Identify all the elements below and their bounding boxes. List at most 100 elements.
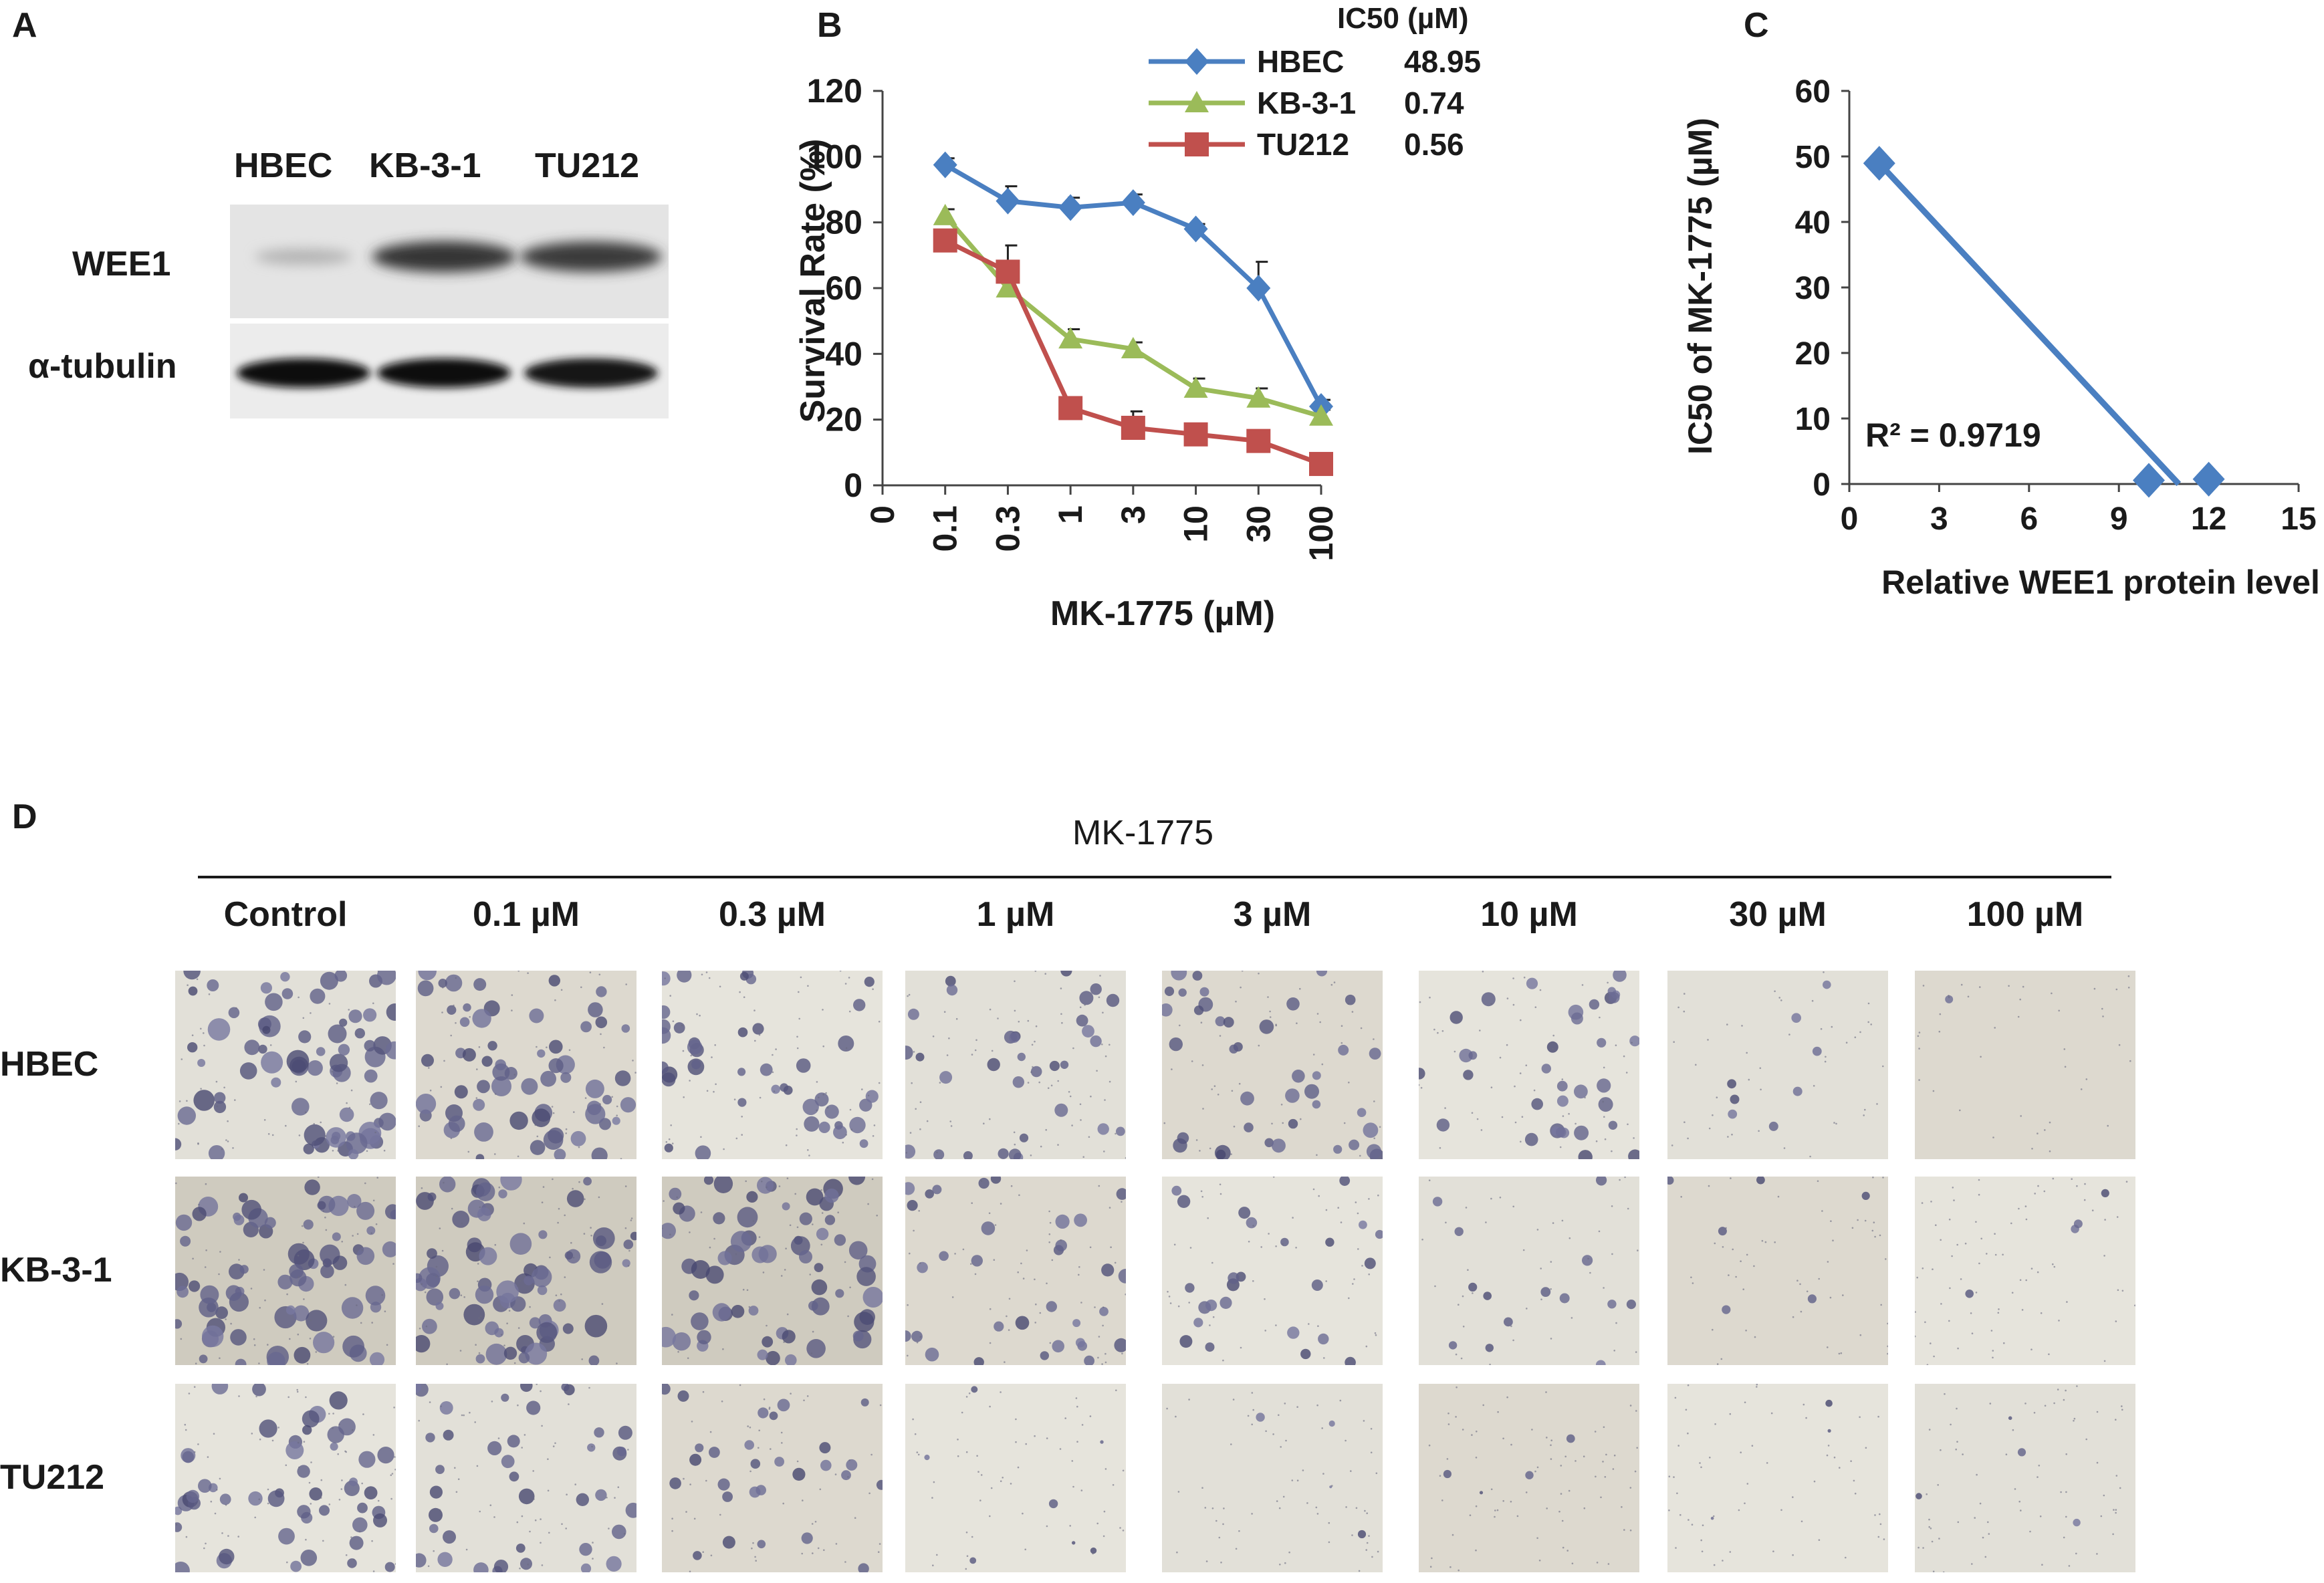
colony	[532, 1108, 551, 1128]
condition-label: 0.1 µM	[472, 895, 580, 934]
data-point-kb-3-1	[1309, 404, 1333, 426]
speck	[1692, 1282, 1694, 1284]
colony	[417, 980, 434, 997]
speck	[225, 1504, 227, 1506]
colony	[876, 1479, 883, 1490]
speck	[207, 1456, 209, 1458]
speck	[1879, 1234, 1881, 1237]
speck	[2020, 1115, 2022, 1117]
speck	[989, 1515, 991, 1517]
speck	[1282, 1243, 1284, 1245]
colony	[1730, 1094, 1740, 1104]
speck	[1475, 1505, 1478, 1507]
scatter-point	[1863, 146, 1895, 181]
colony	[1607, 1300, 1617, 1309]
colony	[474, 1122, 493, 1142]
speck	[225, 1139, 227, 1141]
colony	[814, 1263, 824, 1272]
speck	[663, 1200, 665, 1202]
colony	[1118, 1269, 1126, 1284]
speck	[1948, 1218, 1951, 1221]
speck	[599, 1103, 601, 1105]
colony	[215, 1306, 228, 1320]
speck	[1872, 1177, 1874, 1179]
speck	[1038, 1081, 1040, 1084]
speck	[1015, 1418, 1017, 1421]
speck	[478, 1352, 481, 1354]
speck	[1072, 1047, 1074, 1050]
speck	[375, 1223, 378, 1225]
speck	[1348, 1082, 1350, 1084]
speck	[709, 1246, 711, 1249]
speck	[1079, 1103, 1082, 1106]
speck	[1575, 1122, 1577, 1125]
speck	[844, 1261, 846, 1263]
colony	[326, 1127, 346, 1148]
speck	[332, 1427, 334, 1429]
speck	[912, 1418, 914, 1421]
colony	[907, 1008, 919, 1020]
speck	[1631, 1042, 1633, 1044]
speck	[1821, 1210, 1823, 1212]
colony	[463, 1003, 471, 1012]
speck	[1813, 1480, 1816, 1483]
speck	[1076, 1441, 1078, 1443]
colony	[1271, 1138, 1286, 1153]
speck	[1439, 1475, 1441, 1477]
speck	[360, 1322, 362, 1324]
speck	[1490, 1086, 1493, 1088]
colony	[1598, 1097, 1613, 1112]
speck	[1071, 1124, 1073, 1126]
colony	[429, 1507, 443, 1522]
colony	[589, 1251, 612, 1273]
speck	[1201, 1064, 1204, 1066]
colony	[348, 1149, 359, 1159]
speck	[1607, 981, 1609, 984]
speck	[2066, 1301, 2068, 1303]
colony	[481, 1056, 493, 1067]
speck	[331, 1070, 334, 1073]
colony	[662, 971, 671, 986]
colony	[915, 1052, 925, 1062]
speck	[1104, 1099, 1106, 1101]
speck	[565, 1528, 567, 1530]
speck	[1842, 1294, 1844, 1296]
colony	[623, 1239, 634, 1249]
colony	[1311, 1280, 1323, 1291]
speck	[1365, 1549, 1367, 1551]
speck	[1280, 1446, 1282, 1448]
speck	[1368, 1535, 1370, 1537]
speck	[1275, 1245, 1277, 1247]
speck	[1351, 1011, 1354, 1013]
colony	[258, 1044, 267, 1054]
colony	[673, 1202, 685, 1215]
speck	[2018, 1500, 2020, 1503]
colony	[200, 1285, 219, 1304]
well-photo	[662, 971, 883, 1159]
speck	[754, 1556, 756, 1558]
well-photo	[1162, 971, 1383, 1159]
speck	[823, 1549, 825, 1552]
speck	[435, 1275, 438, 1277]
speck	[1887, 1322, 1888, 1325]
colony	[549, 1040, 563, 1054]
colony	[349, 1536, 364, 1550]
speck	[1018, 1194, 1020, 1197]
speck	[1835, 1122, 1837, 1125]
colony	[1162, 1003, 1173, 1017]
colony	[662, 1223, 676, 1239]
speck	[1169, 1302, 1172, 1304]
colony	[319, 1505, 330, 1516]
speck	[810, 1352, 813, 1354]
speck	[1211, 1507, 1214, 1509]
colony	[1114, 1338, 1126, 1352]
speck	[988, 1212, 991, 1215]
speck	[534, 1519, 537, 1521]
speck	[850, 1128, 852, 1130]
data-point-kb-3-1	[996, 276, 1020, 297]
speck	[1583, 1455, 1585, 1457]
colony	[207, 979, 219, 991]
speck	[2065, 1515, 2067, 1518]
colony	[241, 1199, 261, 1220]
colony	[422, 1318, 437, 1334]
